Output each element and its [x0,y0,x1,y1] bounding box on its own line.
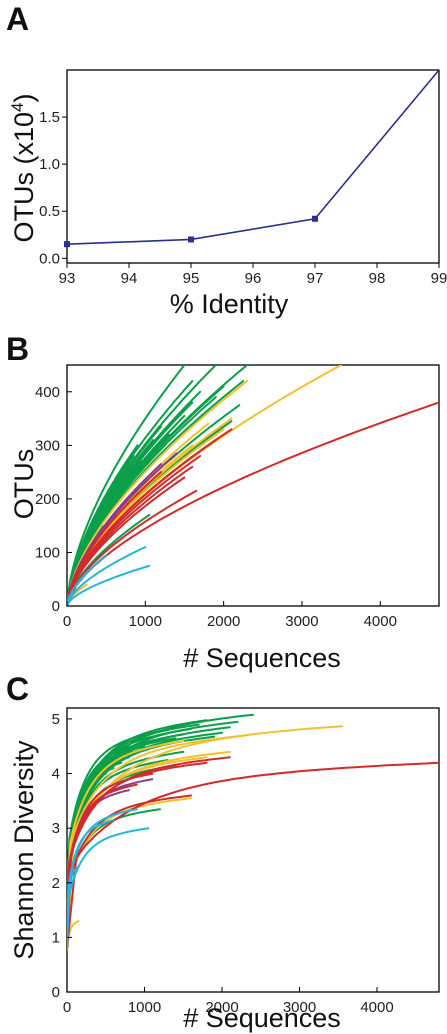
panel-a-letter: A [6,1,29,37]
panel-c-x-tick-label: 3000 [283,999,316,1016]
panel-b-y-axis-title: OTUs [9,449,39,520]
panel-c-letter: C [6,671,29,707]
panel-b-frame [66,364,440,607]
panel-a-y-axis-title: OTUs (x104) [8,94,39,243]
panel-b-y-tick-label: 200 [35,491,60,508]
panel-a-data-point [312,215,318,222]
panel-c-y-tick-label: 5 [52,711,60,728]
panel-a-data-point [188,236,194,243]
panel-a-plot-area [64,69,440,248]
panel-a-x-tick-label: 98 [369,270,386,287]
panel-b-y-tick-label: 400 [35,384,60,401]
panel-b-curve-red [67,401,439,606]
panel-c-curve-cyan [67,865,80,950]
panel-c-y-tick-label: 4 [52,766,60,783]
panel-c-curve-green [67,730,161,950]
panel-b: B 0 1000 2000 3000 4000 0 100 200 300 400 # Seque… [6,331,440,673]
panel-b-y-tick-label: 0 [52,598,60,615]
panel-b-curve-red [67,476,186,606]
panel-c-x-tick-label: 1000 [128,999,161,1016]
panel-b-x-tick-label: 3000 [285,613,318,630]
panel-a-x-axis-title: % Identity [170,289,289,319]
panel-b-curve-green [67,380,194,606]
panel-b-y-tick-label: 300 [35,437,60,454]
panel-c-curve-red [67,794,192,950]
panel-b-curve-cyan [67,567,92,606]
panel-b-curve-yellow [67,428,225,606]
panel-c-x-tick-label: 4000 [360,999,393,1016]
panel-a-y-tick-label: 0.0 [39,250,60,267]
panel-a-x-tick-label: 96 [245,270,262,287]
panel-c-x-tick-label: 2000 [205,999,238,1016]
panel-a-x-tick-label: 95 [183,270,200,287]
panel-c-curve-yellow [67,734,247,950]
panel-b-x-axis-title: # Sequences [183,643,341,673]
panel-a-ticks: 93 94 95 96 97 98 99 0.0 0.5 1.0 1.5 [39,109,447,287]
panel-c-plot-area [67,713,439,951]
panel-a: A 93 94 95 96 97 98 990.00.51.01.5 % Identity … [6,1,447,319]
panel-b-curve-red [67,455,202,606]
panel-a-y-tick-label: 1.5 [39,109,60,126]
panel-a-y-axis-title-main: OTUs (x10 [9,112,39,243]
panel-a-x-tick-label: 93 [59,270,76,287]
panel-b-x-tick-label: 0 [63,613,71,630]
panel-b-curve-yellow [67,380,249,606]
panel-c-frame [66,707,440,993]
panel-c: C 0 1000 2000 3000 4000 0 1 2 3 4 5 # Sequences Sh… [6,671,440,1033]
panel-b-y-tick-label: 100 [35,544,60,561]
panel-a-x-tick-label: 97 [307,270,324,287]
panel-b-curve-red [67,439,217,606]
panel-c-y-tick-label: 2 [52,875,60,892]
panel-b-curve-green [67,385,225,606]
panel-c-y-axis-title: Shannon Diversity [9,740,39,960]
panel-c-ticks: 0 1000 2000 3000 4000 0 1 2 3 4 5 [52,711,394,1016]
panel-a-x-tick-label: 94 [121,270,138,287]
panel-c-curve-yellow [67,740,185,950]
panel-c-x-tick-label: 0 [63,999,71,1016]
panel-a-y-tick-label: 1.0 [39,156,60,173]
panel-a-y-axis-title-close: ) [9,94,39,103]
panel-c-curve-green [67,735,216,950]
panel-c-curve-red [67,783,138,950]
panel-a-x-tick-label: 99 [431,270,447,287]
panel-a-series-line [66,69,440,245]
panel-c-y-tick-label: 1 [52,929,60,946]
panel-c-x-axis-title: # Sequences [183,1003,341,1033]
panel-b-curve-cyan [67,546,147,606]
panel-c-curve-cyan [67,819,115,950]
panel-c-y-tick-label: 3 [52,820,60,837]
panel-a-y-tick-label: 0.5 [39,203,60,220]
panel-b-plot-area [67,365,439,606]
panel-b-ticks: 0 1000 2000 3000 4000 0 100 200 300 400 [35,384,397,630]
panel-a-y-axis-title-exponent: 4 [8,103,27,112]
panel-b-curve-red [67,465,194,606]
panel-b-curve-red [67,471,162,606]
panel-b-curve-cyan [67,564,151,606]
panel-c-y-tick-label: 0 [52,984,60,1001]
panel-a-data-point [64,241,70,248]
panel-b-x-tick-label: 1000 [129,613,162,630]
panel-b-x-tick-label: 2000 [207,613,240,630]
panel-c-curve-cyan [67,827,150,950]
panel-b-curve-green [67,365,186,606]
panel-c-curve-green [67,772,107,950]
panel-b-letter: B [6,331,29,367]
panel-c-curve-yellow [67,797,192,950]
panel-b-x-tick-label: 4000 [364,613,397,630]
panel-b-curve-red [67,489,198,606]
